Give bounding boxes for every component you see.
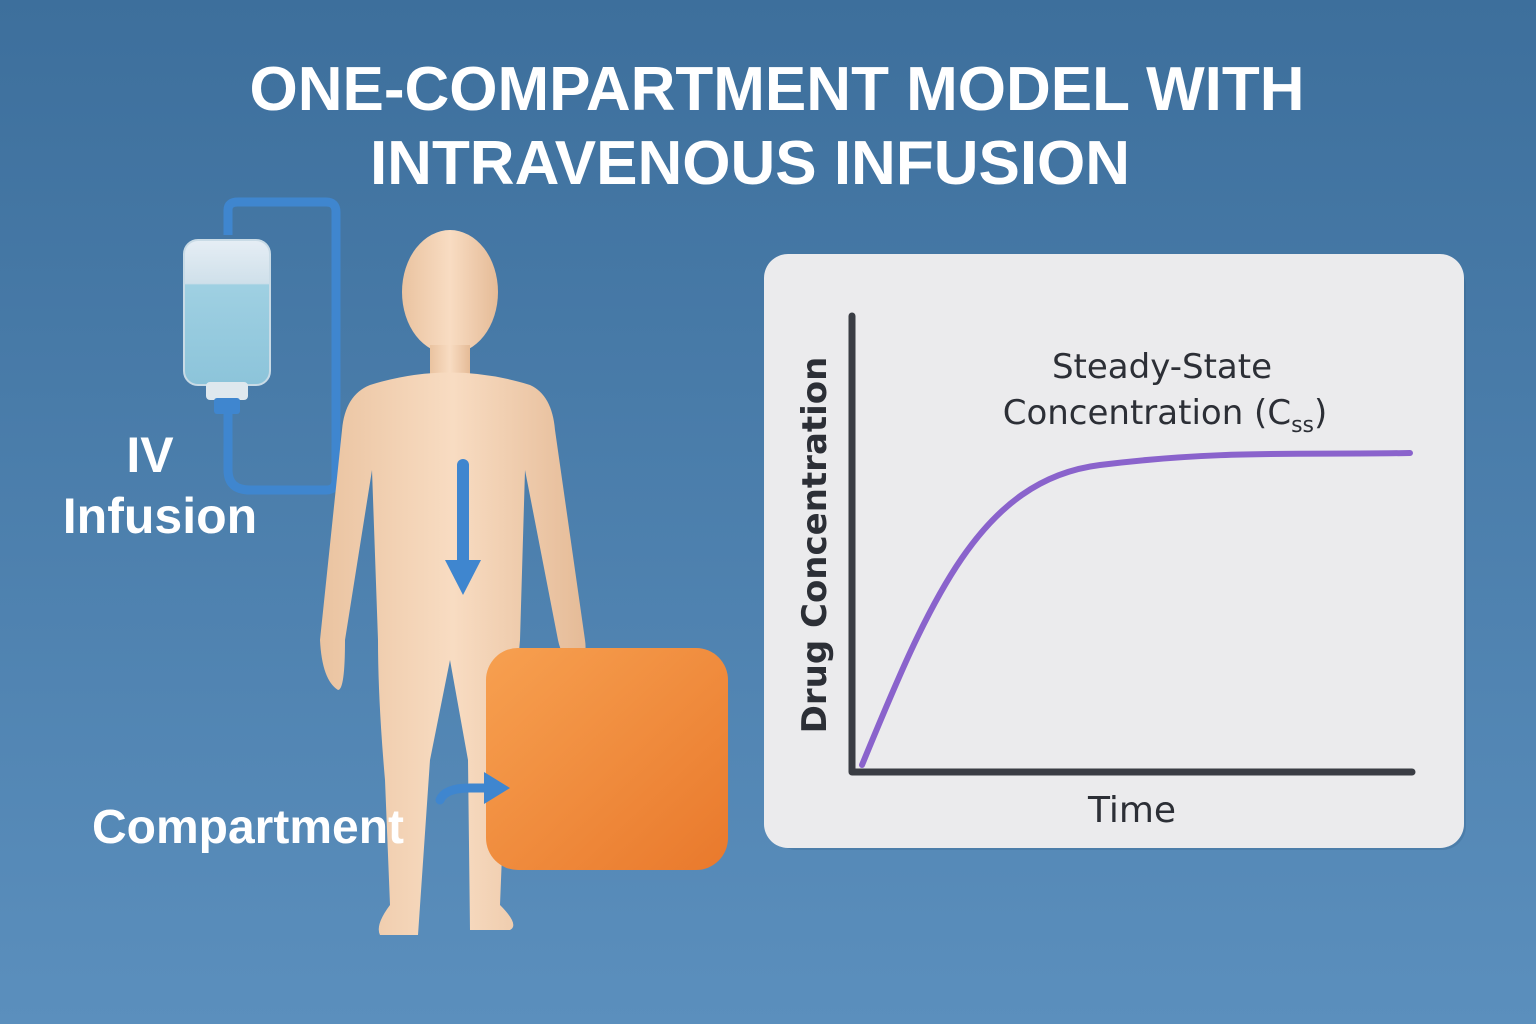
body	[320, 372, 586, 935]
annotation-subscript: ss	[1291, 413, 1314, 438]
graph-panel	[764, 254, 1464, 848]
head	[402, 230, 498, 354]
x-axis-label: Time	[1087, 790, 1176, 831]
annotation-text: )	[1314, 393, 1327, 433]
title-line: ONE-COMPARTMENT MODEL WITH	[249, 55, 1304, 124]
title-line: INTRAVENOUS INFUSION	[370, 129, 1130, 198]
neck	[430, 345, 470, 375]
iv-label: Infusion	[63, 488, 257, 544]
annotation: Concentration (Css)	[1003, 393, 1328, 438]
annotation: Steady-State	[1052, 347, 1272, 387]
y-axis-label: Drug Concentration	[795, 357, 835, 734]
person	[320, 230, 586, 935]
iv-connector	[214, 398, 240, 414]
iv-cap	[206, 382, 248, 400]
iv-label: IV	[126, 427, 174, 483]
iv-bag	[183, 239, 271, 386]
axes	[848, 312, 1416, 776]
iv-tube	[223, 197, 341, 495]
compartment-cube	[486, 648, 728, 870]
annotation-text: Concentration (C	[1003, 393, 1291, 433]
compartment-arrow	[435, 783, 493, 805]
concentration-curve	[859, 450, 1413, 768]
compartment-arrow-head	[484, 772, 510, 804]
compartment-label: Compartment	[92, 801, 404, 854]
flow-arrow-head	[445, 560, 481, 595]
